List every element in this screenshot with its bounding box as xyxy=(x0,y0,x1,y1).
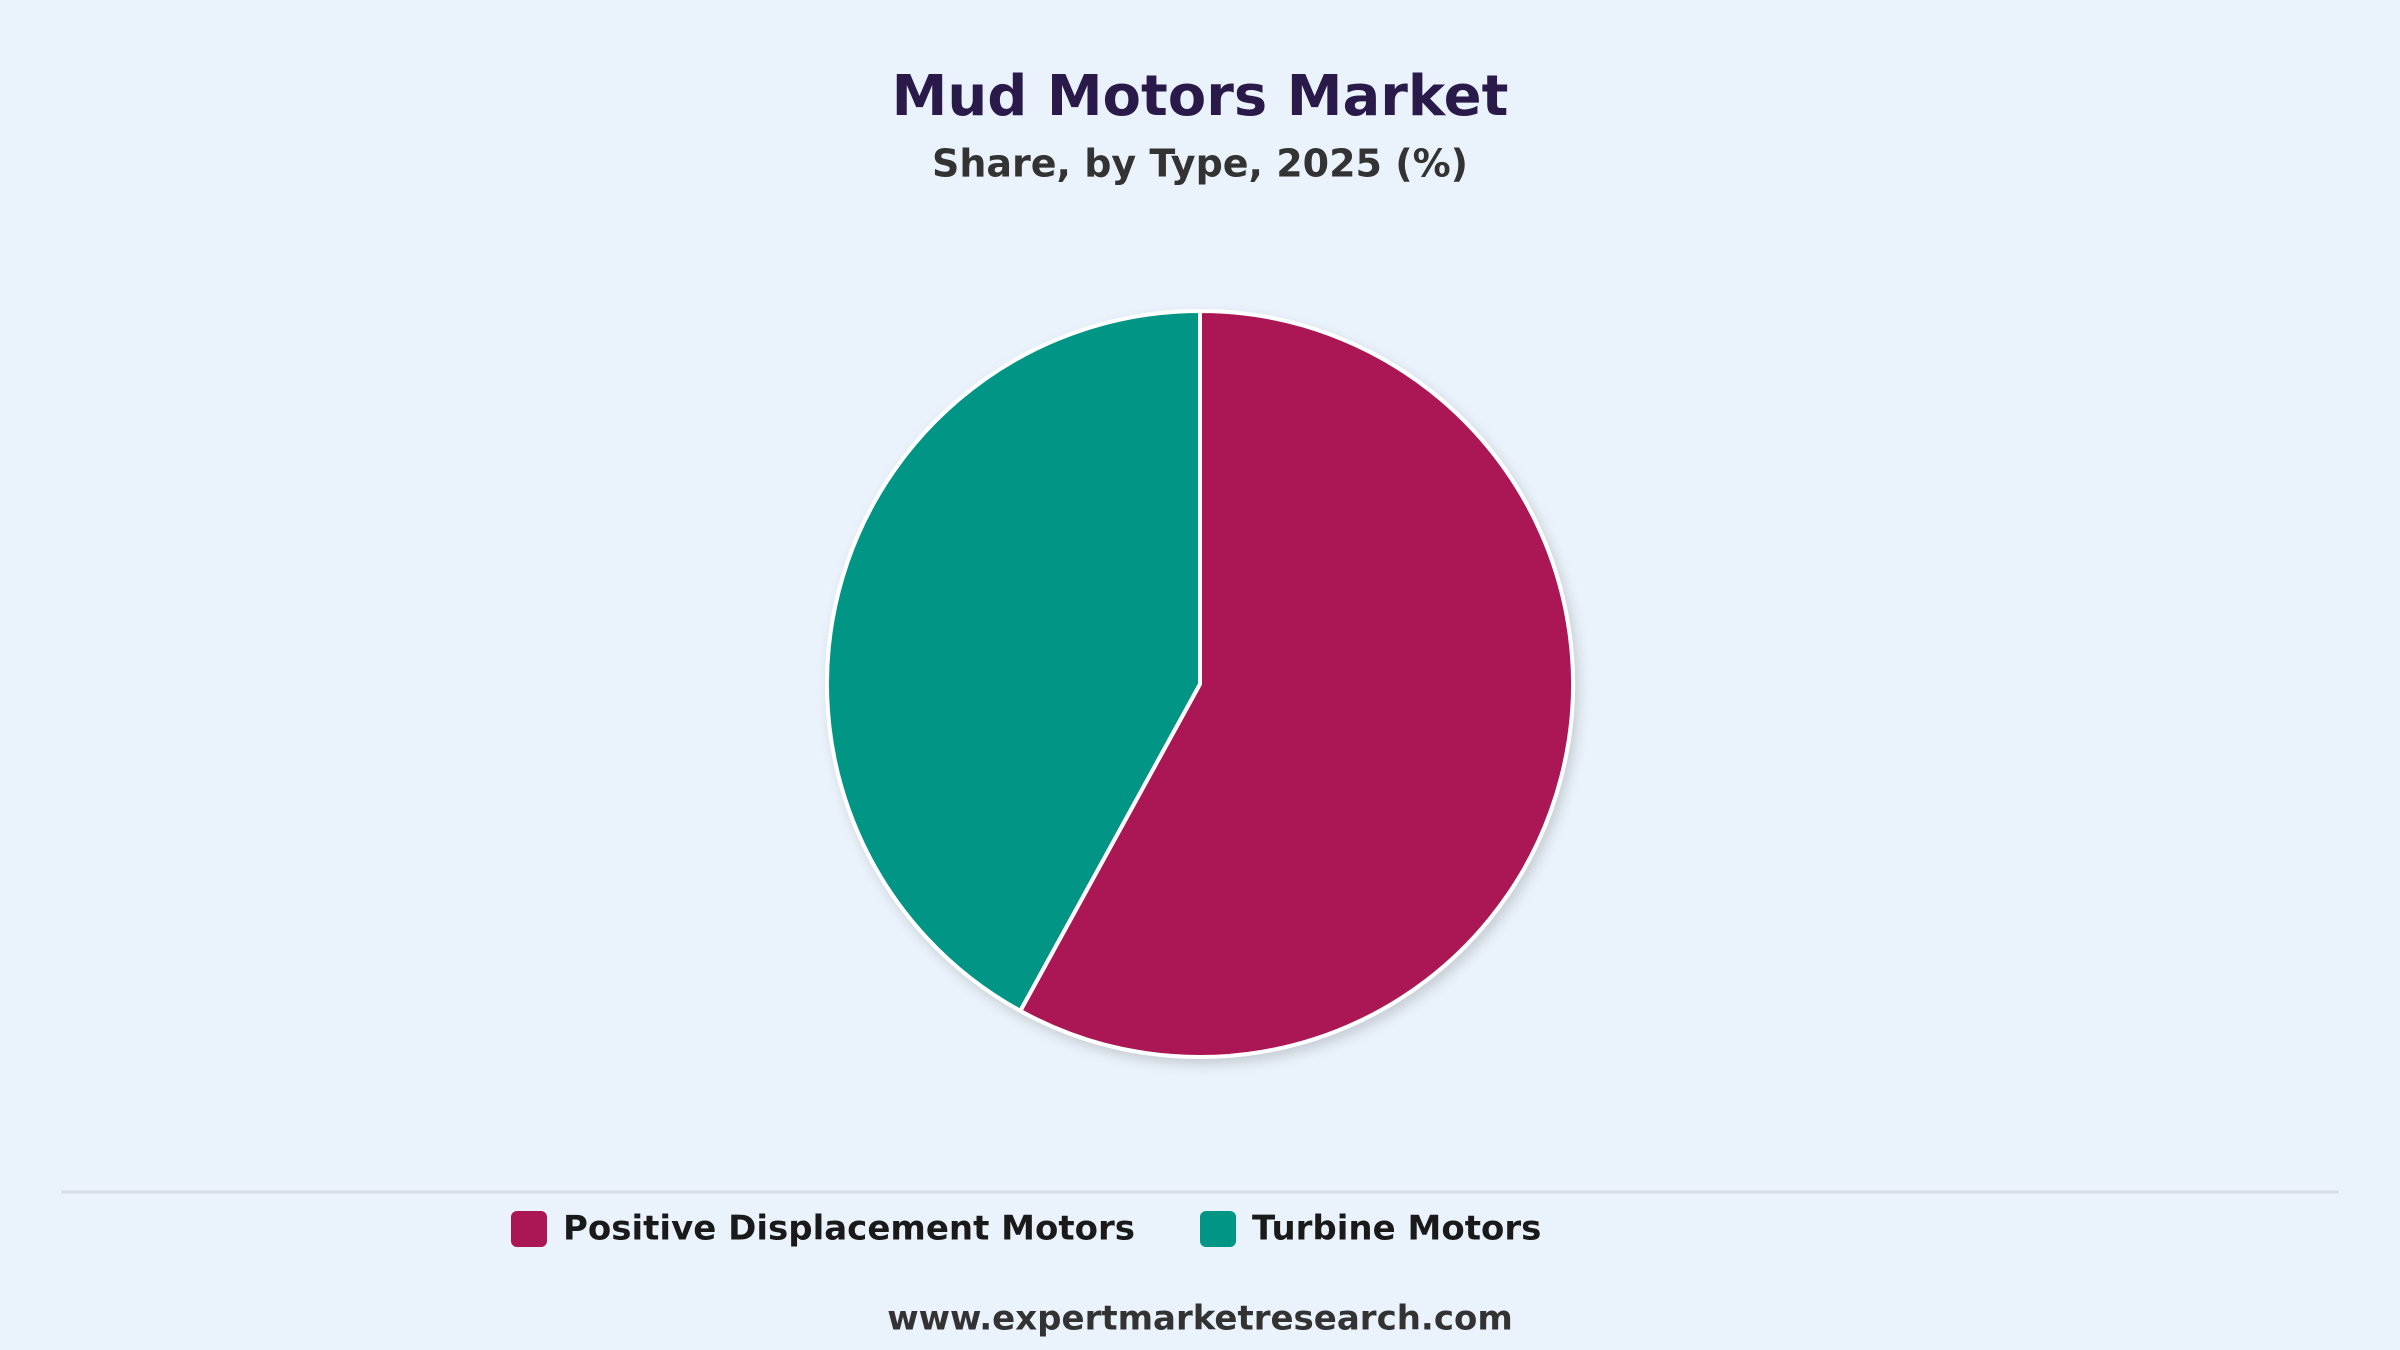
footer: www.expertmarketresearch.com xyxy=(887,1299,1513,1339)
pie-slice xyxy=(825,309,1202,1013)
legend: Positive Displacement Motors Turbine Moto… xyxy=(511,1209,1541,1249)
chart-title: Mud Motors Market xyxy=(892,64,1509,129)
legend-swatch xyxy=(511,1211,547,1247)
chart-subtitle: Share, by Type, 2025 (%) xyxy=(932,142,1468,186)
legend-label: Positive Displacement Motors xyxy=(563,1209,1135,1249)
pie xyxy=(825,309,1575,1059)
legend-swatch xyxy=(1200,1211,1236,1247)
pie-slice xyxy=(1018,309,1575,1059)
legend-label: Turbine Motors xyxy=(1252,1209,1541,1249)
